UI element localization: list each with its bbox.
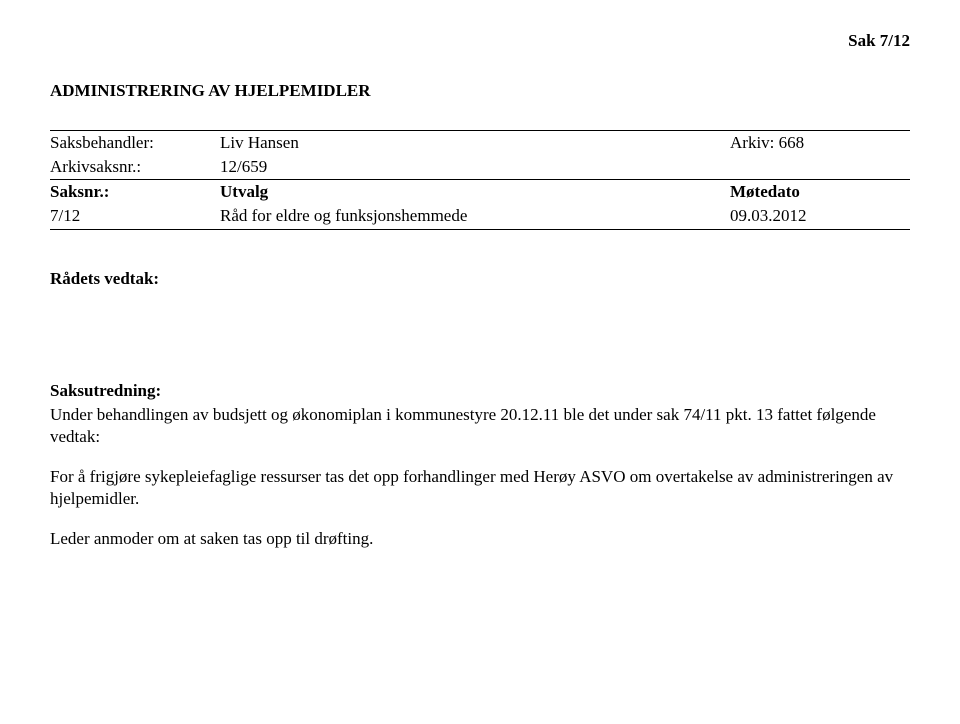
meta-label-saksbehandler: Saksbehandler: [50,131,220,155]
paragraph-1: Under behandlingen av budsjett og økonom… [50,404,910,448]
meta-value-arkivsaksnr: 12/659 [220,155,730,179]
meta-arkiv: Arkiv: 668 [730,131,910,155]
meta-label-arkivsaksnr: Arkivsaksnr.: [50,155,220,179]
meta-table: Saksbehandler: Liv Hansen Arkiv: 668 Ark… [50,131,910,179]
meta-table-2: Saksnr.: Utvalg Møtedato 7/12 Råd for el… [50,180,910,228]
meta-row-data: 7/12 Råd for eldre og funksjonshemmede 0… [50,204,910,228]
meta-value-motedato: 09.03.2012 [730,204,910,228]
meta-empty [730,155,910,179]
meta-value-saksbehandler: Liv Hansen [220,131,730,155]
case-number: Sak 7/12 [50,30,910,52]
meta-row-handler: Saksbehandler: Liv Hansen Arkiv: 668 [50,131,910,155]
meta-label-saksnr: Saksnr.: [50,180,220,204]
meta-value-utvalg: Råd for eldre og funksjonshemmede [220,204,730,228]
divider-bottom [50,229,910,230]
meta-label-motedato: Møtedato [730,180,910,204]
meta-row-arkivsaksnr: Arkivsaksnr.: 12/659 [50,155,910,179]
meta-label-utvalg: Utvalg [220,180,730,204]
document-title: ADMINISTRERING AV HJELPEMIDLER [50,80,910,102]
paragraph-3: Leder anmoder om at saken tas opp til dr… [50,528,910,550]
meta-value-saksnr: 7/12 [50,204,220,228]
decision-heading: Rådets vedtak: [50,268,910,290]
paragraph-2: For å frigjøre sykepleiefaglige ressurse… [50,466,910,510]
assessment-heading: Saksutredning: [50,380,910,402]
meta-row-header: Saksnr.: Utvalg Møtedato [50,180,910,204]
